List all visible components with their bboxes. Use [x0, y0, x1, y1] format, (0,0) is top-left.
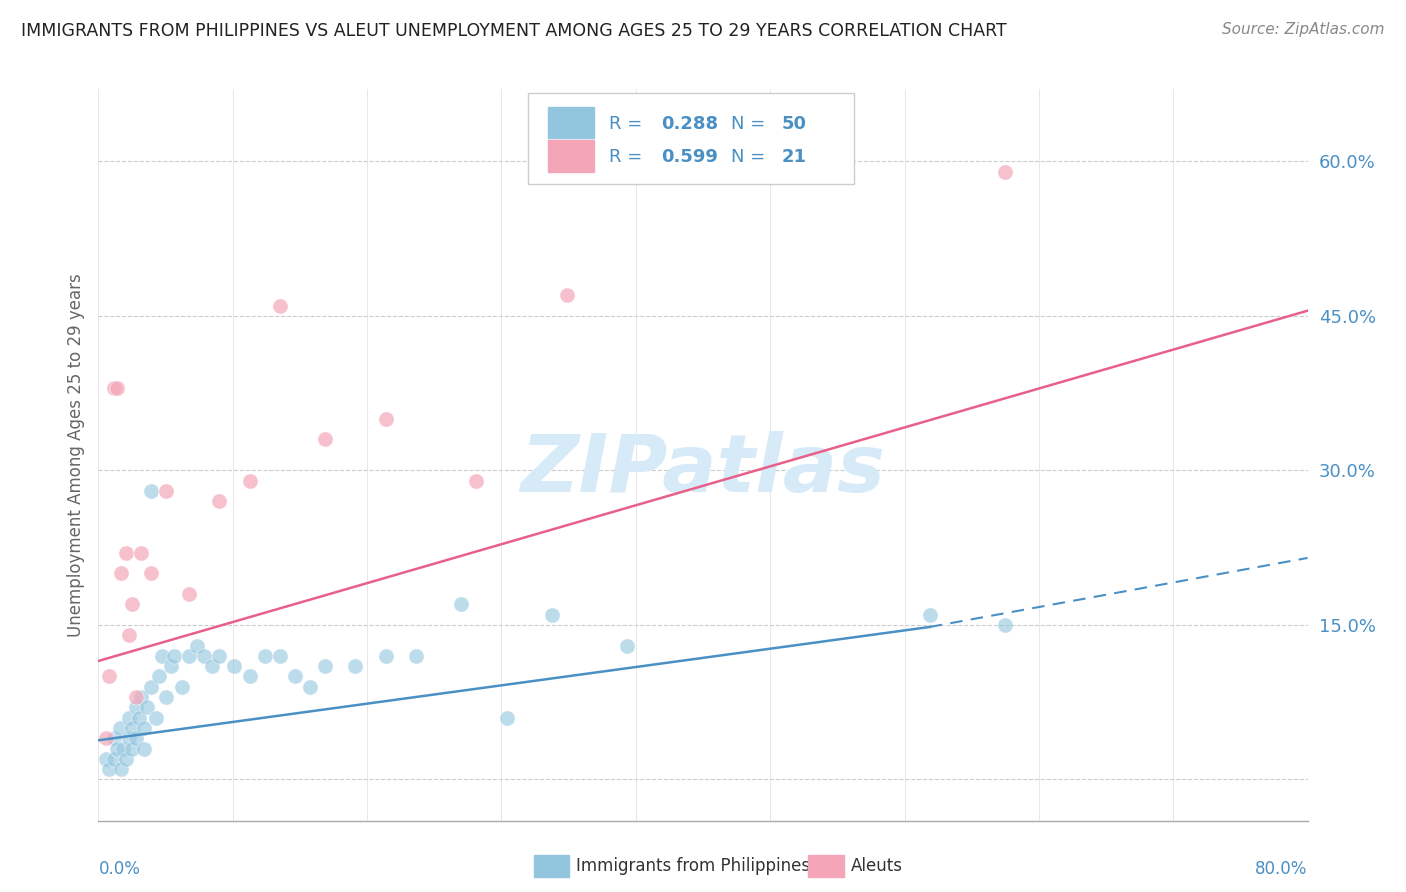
Point [108, 721, 131, 735]
Point [239, 474, 262, 488]
Point [540, 607, 562, 622]
Point [155, 690, 177, 704]
Point [269, 648, 291, 663]
Text: Source: ZipAtlas.com: Source: ZipAtlas.com [1222, 22, 1385, 37]
Point [118, 711, 141, 725]
Point [105, 381, 128, 395]
Point [284, 669, 307, 683]
Point [299, 680, 322, 694]
Point [465, 474, 488, 488]
Point [103, 731, 125, 746]
Point [94, 752, 117, 766]
Point [114, 546, 136, 560]
Point [616, 639, 638, 653]
Text: 21: 21 [782, 148, 807, 166]
Point [121, 597, 143, 611]
Text: IMMIGRANTS FROM PHILIPPINES VS ALEUT UNEMPLOYMENT AMONG AGES 25 TO 29 YEARS CORR: IMMIGRANTS FROM PHILIPPINES VS ALEUT UNE… [21, 22, 1007, 40]
Point [495, 711, 517, 725]
Point [208, 494, 231, 508]
Point [450, 597, 472, 611]
Point [148, 669, 170, 683]
Point [125, 731, 148, 746]
Point [344, 659, 367, 673]
Point [128, 711, 150, 725]
Point [110, 566, 132, 581]
Text: 80.0%: 80.0% [1256, 860, 1308, 878]
Point [186, 639, 208, 653]
Point [374, 412, 396, 426]
Point [555, 288, 578, 302]
Point [163, 648, 186, 663]
Point [114, 752, 136, 766]
Text: N =: N = [731, 114, 770, 133]
Point [170, 680, 193, 694]
Y-axis label: Unemployment Among Ages 25 to 29 years: Unemployment Among Ages 25 to 29 years [66, 273, 84, 637]
Point [129, 546, 152, 560]
Point [918, 607, 941, 622]
Point [111, 741, 134, 756]
Point [224, 659, 246, 673]
Point [98, 762, 121, 776]
Bar [548, 140, 595, 172]
Point [405, 648, 427, 663]
Point [121, 741, 143, 756]
Point [132, 741, 155, 756]
Text: 0.0%: 0.0% [98, 860, 141, 878]
Point [141, 680, 163, 694]
Bar [548, 107, 595, 138]
Point [994, 618, 1017, 632]
Point [239, 669, 262, 683]
Point [103, 381, 125, 395]
Point [103, 752, 125, 766]
Point [118, 628, 141, 642]
Point [208, 648, 231, 663]
Point [201, 659, 224, 673]
Text: 50: 50 [782, 114, 807, 133]
Point [121, 721, 143, 735]
Text: R =: R = [609, 148, 648, 166]
Point [155, 483, 177, 498]
Point [314, 433, 336, 447]
Text: 0.288: 0.288 [661, 114, 718, 133]
Text: Immigrants from Philippines: Immigrants from Philippines [576, 857, 811, 875]
Point [994, 164, 1017, 178]
Point [141, 483, 163, 498]
Point [141, 566, 163, 581]
Point [135, 700, 157, 714]
Point [94, 731, 117, 746]
FancyBboxPatch shape [527, 93, 855, 185]
Point [314, 659, 336, 673]
Point [125, 690, 148, 704]
Text: R =: R = [609, 114, 648, 133]
Point [98, 669, 121, 683]
Point [132, 721, 155, 735]
Point [125, 700, 148, 714]
Text: N =: N = [731, 148, 770, 166]
Point [105, 741, 128, 756]
Point [160, 659, 183, 673]
Point [150, 648, 173, 663]
Text: ZIPatlas: ZIPatlas [520, 431, 886, 508]
Text: Aleuts: Aleuts [851, 857, 903, 875]
Point [145, 711, 167, 725]
Point [374, 648, 396, 663]
Point [193, 648, 215, 663]
Point [177, 648, 201, 663]
Point [253, 648, 276, 663]
Point [110, 762, 132, 776]
Point [177, 587, 201, 601]
Point [118, 731, 141, 746]
Text: 0.599: 0.599 [661, 148, 717, 166]
Point [269, 299, 291, 313]
Point [129, 690, 152, 704]
